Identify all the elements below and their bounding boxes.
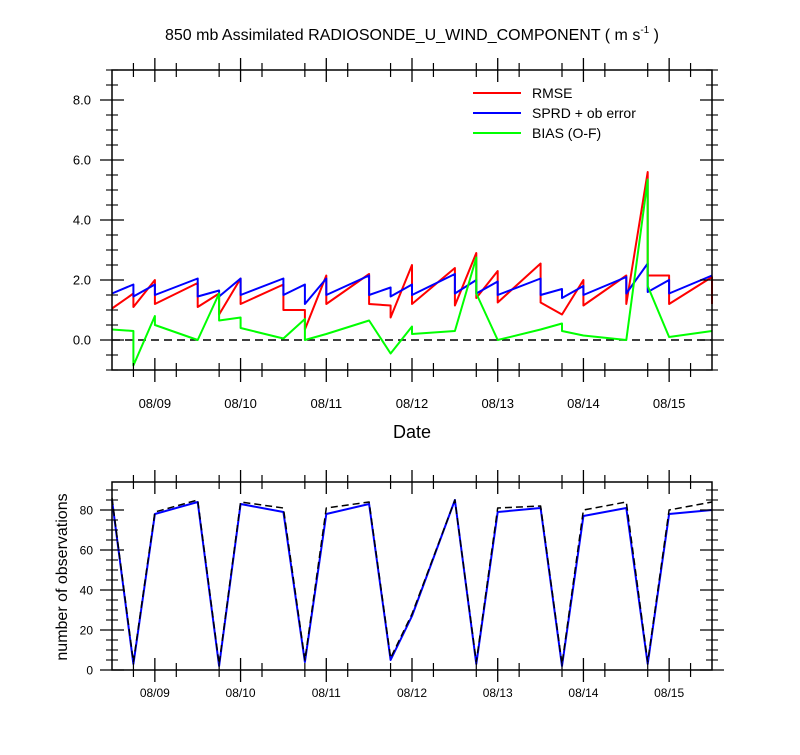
top-x-tick-label: 08/13	[481, 396, 514, 411]
top-series-line-1	[111, 262, 713, 305]
legend-label-0: RMSE	[532, 85, 572, 101]
top-x-tick-label: 08/14	[567, 396, 600, 411]
top-y-tick-label: 6.0	[73, 153, 91, 168]
bottom-series-line-1	[111, 497, 713, 665]
legend-label-1: SPRD + ob error	[532, 105, 636, 121]
bottom-x-tick-label: 08/14	[568, 686, 598, 700]
top-y-tick-label: 2.0	[73, 273, 91, 288]
x-axis-label: Date	[393, 422, 431, 442]
bottom-y-tick-label: 20	[80, 624, 94, 638]
top-x-tick-label: 08/11	[310, 396, 342, 411]
bottom-x-tick-label: 08/13	[483, 686, 513, 700]
top-x-tick-label: 08/15	[653, 396, 686, 411]
top-series-line-2	[111, 178, 713, 367]
top-x-tick-label: 08/10	[224, 396, 257, 411]
top-x-tick-label: 08/12	[396, 396, 429, 411]
y-axis-label-bottom: number of observations	[54, 493, 71, 660]
chart-title-superscript: -1	[640, 25, 649, 36]
bottom-y-tick-label: 60	[80, 544, 94, 558]
chart-title: 850 mb Assimilated RADIOSONDE_U_WIND_COM…	[165, 25, 659, 44]
bottom-panel-series	[111, 497, 713, 667]
chart-title-main: 850 mb Assimilated RADIOSONDE_U_WIND_COM…	[165, 27, 640, 44]
legend-label-2: BIAS (O-F)	[532, 125, 601, 141]
top-y-tick-label: 8.0	[73, 93, 91, 108]
top-x-tick-label: 08/09	[139, 396, 172, 411]
top-y-tick-label: 0.0	[73, 333, 91, 348]
bottom-x-tick-label: 08/11	[312, 686, 341, 700]
chart-title-suffix: )	[649, 27, 659, 44]
top-panel-legend: RMSE SPRD + ob error BIAS (O-F)	[473, 85, 636, 141]
bottom-x-tick-label: 08/12	[397, 686, 427, 700]
top-panel-axes: 08/09 08/10 08/11 08/12 08/13 08/14 08/15 0.0 2.…	[73, 58, 724, 411]
bottom-y-tick-label: 0	[86, 664, 93, 678]
top-y-tick-label: 4.0	[73, 213, 91, 228]
bottom-x-tick-label: 08/10	[226, 686, 256, 700]
bottom-x-tick-label: 08/15	[654, 686, 684, 700]
bottom-y-tick-label: 80	[80, 504, 94, 518]
top-panel-series	[111, 171, 713, 367]
bottom-panel-axes: 08/09 08/10 08/11 08/12 08/13 08/14 08/15 0 20 40…	[80, 470, 724, 700]
bottom-x-tick-label: 08/09	[140, 686, 170, 700]
bottom-y-tick-label: 40	[80, 584, 94, 598]
